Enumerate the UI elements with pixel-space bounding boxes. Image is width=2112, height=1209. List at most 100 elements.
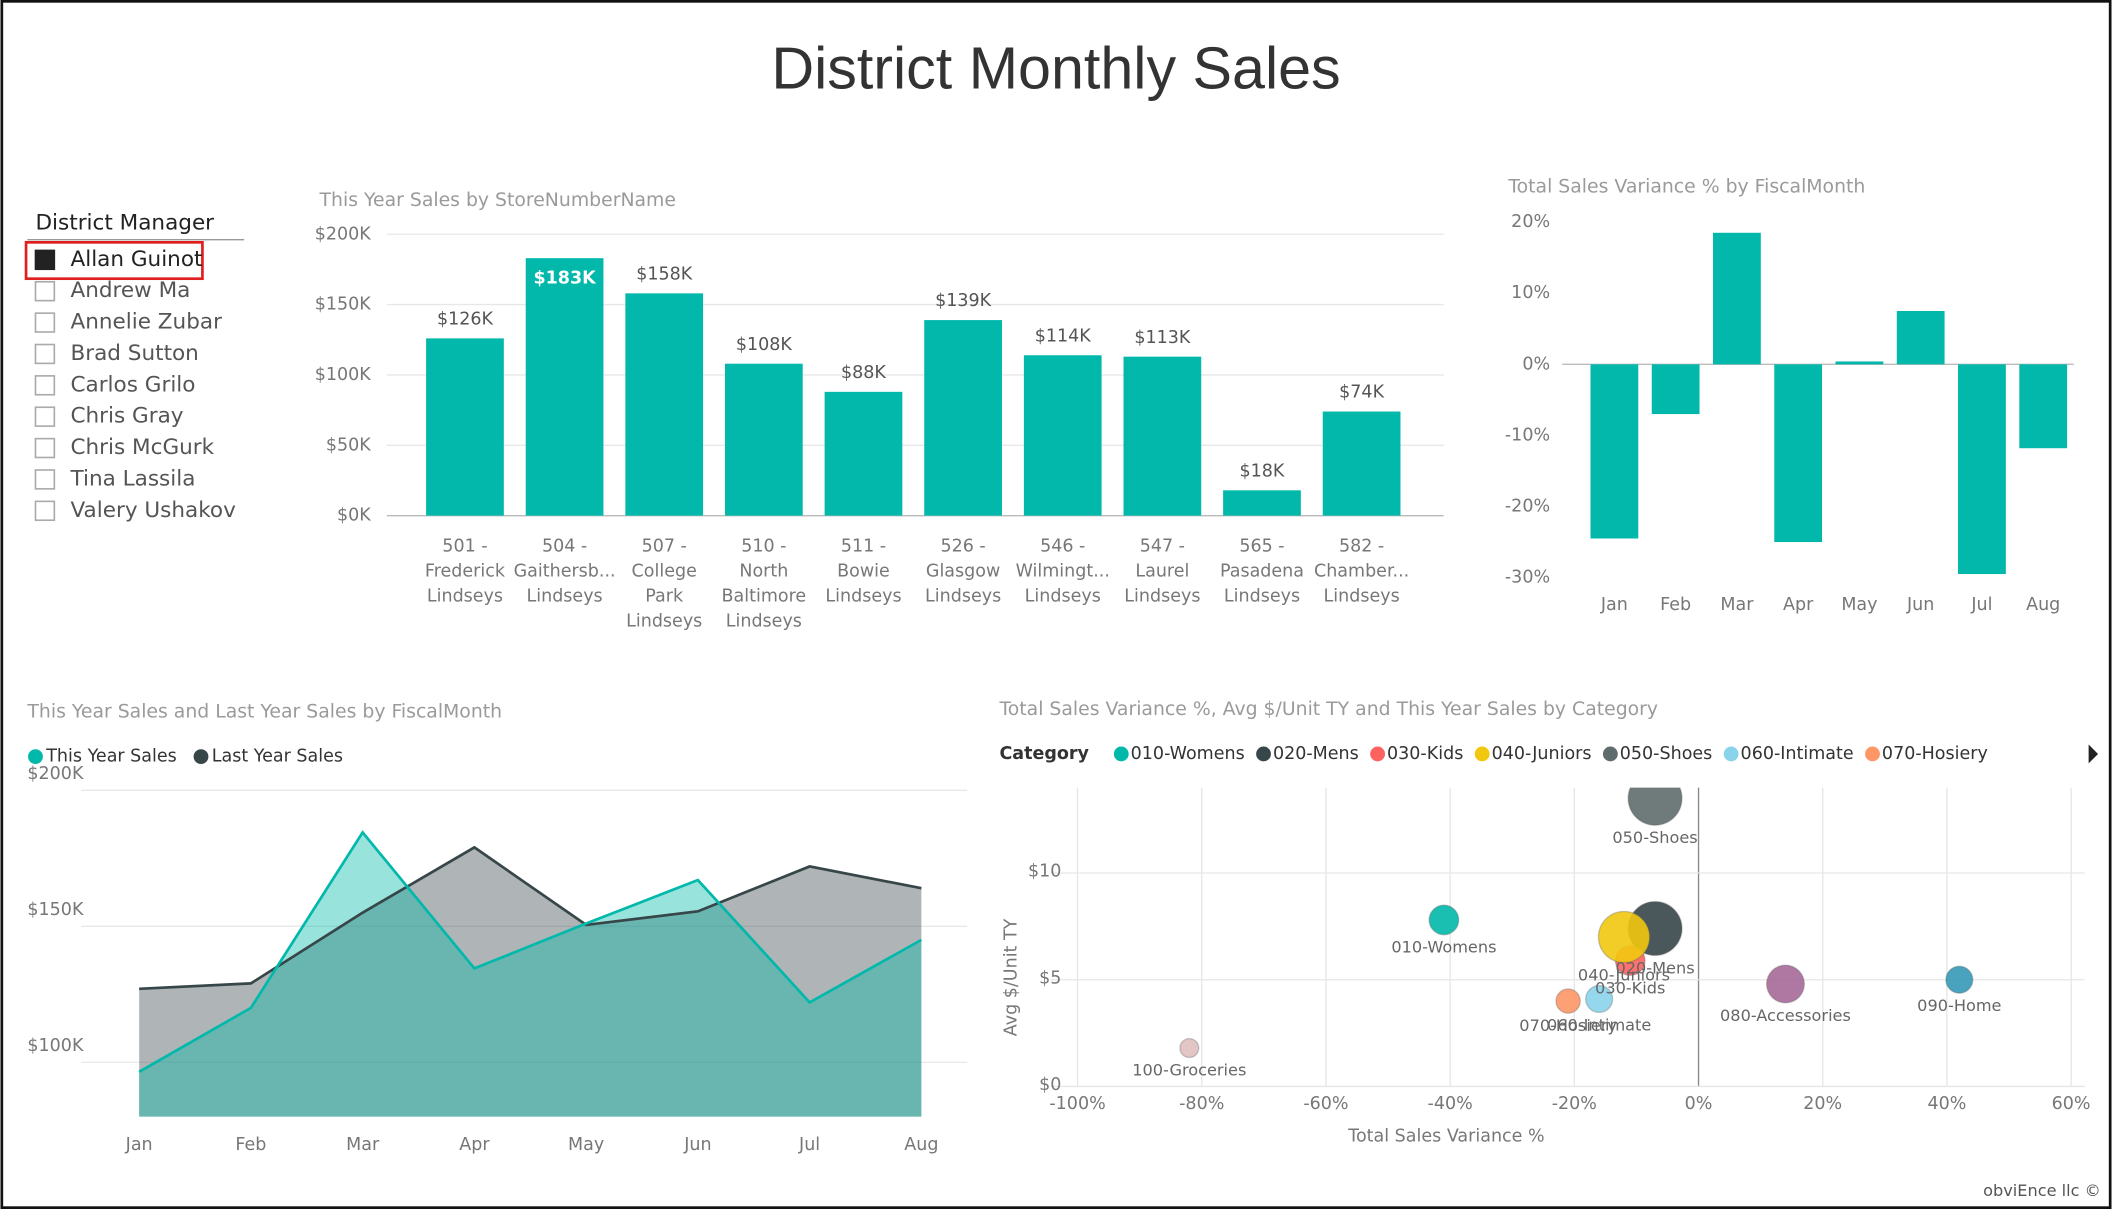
y-tick-label: -10% bbox=[1505, 425, 1550, 445]
y-tick-label: $200K bbox=[315, 224, 372, 244]
legend-label: 070-Hosiery bbox=[1882, 744, 1988, 764]
slicer-label[interactable]: Allan Guinot bbox=[70, 247, 202, 272]
checkbox[interactable] bbox=[34, 469, 56, 490]
slicer-item[interactable]: Andrew Ma bbox=[34, 278, 190, 303]
x-tick-label: Lindseys bbox=[1124, 586, 1200, 606]
slicer-label[interactable]: Carlos Grilo bbox=[70, 372, 195, 397]
y-tick-label: $5 bbox=[1039, 968, 1061, 988]
slicer: District Manager Allan Guinot Andrew Ma An… bbox=[24, 210, 245, 523]
y-tick-label: 20% bbox=[1511, 212, 1550, 232]
y-tick-label: $10 bbox=[1028, 862, 1061, 882]
slicer-item[interactable]: Allan Guinot bbox=[34, 247, 202, 272]
checkbox[interactable] bbox=[34, 280, 56, 302]
slicer-item[interactable]: Annelie Zubar bbox=[34, 310, 222, 335]
bar bbox=[1590, 364, 1639, 539]
x-tick-label: Aug bbox=[2026, 595, 2060, 615]
y-tick-label: 0% bbox=[1522, 354, 1550, 374]
bubble[interactable] bbox=[1627, 771, 1683, 826]
x-tick-label: Lindseys bbox=[527, 586, 603, 606]
x-tick-label: 20% bbox=[1803, 1094, 1842, 1114]
bubble-label: 060-Intimate bbox=[1547, 1015, 1651, 1034]
data-label: $113K bbox=[1134, 328, 1191, 348]
x-tick-label: Feb bbox=[235, 1135, 266, 1155]
bar bbox=[1322, 411, 1401, 516]
x-tick-label: Lindseys bbox=[1324, 586, 1400, 606]
legend-item: 050-Shoes bbox=[1602, 744, 1712, 764]
bar bbox=[1713, 232, 1761, 365]
x-tick-label: Lindseys bbox=[1025, 586, 1101, 606]
slicer-label[interactable]: Valery Ushakov bbox=[70, 498, 236, 523]
bubbles bbox=[1179, 771, 1974, 1059]
x-tick-label: Laurel bbox=[1135, 562, 1189, 582]
y-tick-label: $100K bbox=[27, 1036, 84, 1056]
slicer-label[interactable]: Andrew Ma bbox=[70, 278, 190, 303]
area bbox=[139, 847, 922, 1117]
y-axis-title: Avg $/Unit TY bbox=[1002, 918, 1022, 1036]
y-tick-label: $150K bbox=[27, 900, 84, 920]
x-tick-label: -100% bbox=[1049, 1094, 1105, 1114]
bar bbox=[1896, 310, 1945, 365]
slicer-item[interactable]: Chris Gray bbox=[34, 404, 184, 429]
slicer-item[interactable]: Valery Ushakov bbox=[34, 498, 236, 523]
checkbox[interactable] bbox=[34, 500, 56, 522]
x-tick-label: 546 - bbox=[1040, 537, 1085, 557]
x-tick-label: Apr bbox=[1783, 595, 1814, 615]
checkbox[interactable] bbox=[34, 249, 56, 271]
slicer-label[interactable]: Tina Lassila bbox=[69, 466, 195, 491]
checkbox[interactable] bbox=[34, 437, 56, 459]
x-tick-label: 0% bbox=[1685, 1094, 1713, 1114]
bubble[interactable] bbox=[1179, 1037, 1200, 1059]
x-tick-label: -60% bbox=[1303, 1094, 1348, 1114]
x-tick-label: Frederick bbox=[425, 562, 506, 582]
slicer-item[interactable]: Carlos Grilo bbox=[34, 372, 195, 397]
legend-label: 010-Womens bbox=[1131, 744, 1245, 764]
x-tick-label: Lindseys bbox=[427, 586, 503, 606]
x-tick-label: 565 - bbox=[1239, 537, 1284, 557]
checkbox[interactable] bbox=[34, 312, 56, 333]
x-tick-label: Jun bbox=[1906, 595, 1934, 615]
x-tick-label: 501 - bbox=[442, 537, 487, 557]
x-tick-label: Baltimore bbox=[722, 586, 807, 606]
x-tick-label: Lindseys bbox=[726, 611, 802, 631]
x-tick-label: Bowie bbox=[837, 562, 890, 582]
legend-item: 040-Juniors bbox=[1474, 744, 1592, 764]
x-tick-label: 510 - bbox=[741, 537, 786, 557]
bar bbox=[824, 391, 903, 516]
x-tick-label: North bbox=[739, 562, 788, 582]
bubble[interactable] bbox=[1428, 904, 1460, 936]
bubble[interactable] bbox=[1765, 964, 1805, 1004]
x-tick-label: Lindseys bbox=[925, 586, 1001, 606]
bubble-label: 020-Mens bbox=[1615, 958, 1694, 977]
y-tick-label: -20% bbox=[1505, 497, 1550, 517]
slicer-title: District Manager bbox=[35, 210, 214, 235]
slicer-item[interactable]: Brad Sutton bbox=[34, 341, 199, 366]
slicer-label[interactable]: Brad Sutton bbox=[70, 341, 198, 366]
checkbox[interactable] bbox=[34, 375, 56, 396]
y-tick-label: $150K bbox=[315, 295, 372, 315]
data-label: $74K bbox=[1339, 383, 1384, 403]
x-tick-label: -40% bbox=[1428, 1094, 1473, 1114]
bar bbox=[2019, 364, 2068, 449]
x-tick-label: 582 - bbox=[1339, 537, 1384, 557]
slicer-item[interactable]: Tina Lassila bbox=[34, 466, 195, 491]
line bbox=[138, 830, 923, 1073]
chart-title: Total Sales Variance %, Avg $/Unit TY an… bbox=[998, 699, 1658, 720]
bubble-label: 010-Womens bbox=[1391, 938, 1496, 957]
slicer-label[interactable]: Chris Gray bbox=[70, 404, 183, 429]
checkbox[interactable] bbox=[34, 343, 56, 365]
bubble[interactable] bbox=[1597, 910, 1651, 964]
bubble[interactable] bbox=[1555, 988, 1581, 1014]
slicer-label[interactable]: Annelie Zubar bbox=[70, 310, 222, 335]
legend-scroll-arrow[interactable] bbox=[2088, 744, 2099, 764]
bubble-label: 030-Kids bbox=[1595, 978, 1665, 997]
checkbox[interactable] bbox=[34, 406, 56, 427]
bubble[interactable] bbox=[1945, 965, 1974, 994]
x-tick-label: -80% bbox=[1179, 1094, 1224, 1114]
slicer-label[interactable]: Chris McGurk bbox=[70, 435, 214, 460]
x-tick-label: Jun bbox=[683, 1135, 711, 1155]
slicer-item[interactable]: Chris McGurk bbox=[34, 435, 215, 460]
legend-item: 060-Intimate bbox=[1723, 744, 1854, 764]
bubble[interactable] bbox=[1585, 984, 1614, 1014]
highlight-box bbox=[24, 240, 204, 281]
